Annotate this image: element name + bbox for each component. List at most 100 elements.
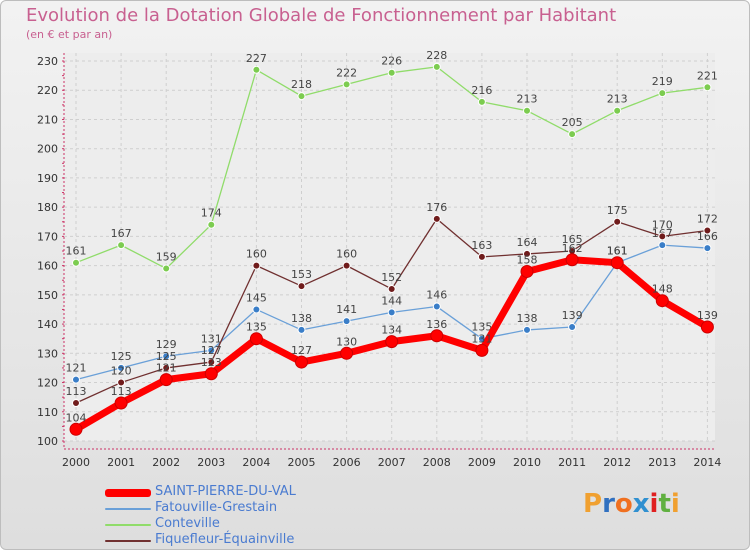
data-label-fatouville-grestain: 138 (291, 312, 312, 325)
data-label-fiquefleur-equainville: 120 (111, 365, 132, 378)
data-point-fiquefleur-equainville (523, 249, 531, 258)
data-point-fiquefleur-equainville (387, 285, 396, 293)
x-tick-label: 2004 (242, 456, 270, 469)
data-point-conteville (207, 220, 216, 229)
data-label-saint-pierre-du-val: 113 (111, 385, 132, 398)
data-label-fiquefleur-equainville: 165 (562, 233, 583, 246)
data-point-conteville (72, 258, 80, 267)
data-label-saint-pierre-du-val: 104 (66, 411, 87, 424)
data-label-saint-pierre-du-val: 139 (697, 309, 718, 322)
x-tick-label: 2014 (693, 456, 721, 469)
legend-swatch-fiquefleur-equainville (105, 540, 151, 542)
x-tick-label: 2000 (62, 456, 90, 469)
data-point-fatouville-grestain (297, 325, 306, 334)
data-label-fiquefleur-equainville: 170 (652, 218, 673, 231)
x-tick-label: 2010 (513, 456, 541, 469)
logo-letter: i (670, 489, 680, 519)
data-point-fiquefleur-equainville (432, 214, 441, 223)
data-point-conteville (568, 130, 577, 139)
data-label-fatouville-grestain: 131 (201, 332, 222, 345)
logo-letter: x (632, 489, 650, 519)
data-point-fatouville-grestain (658, 241, 667, 250)
data-point-fiquefleur-equainville (207, 358, 216, 367)
legend-swatch-saint-pierre-du-val (105, 489, 151, 497)
data-label-conteville: 222 (336, 66, 357, 79)
data-label-saint-pierre-du-val: 123 (201, 356, 222, 369)
data-label-saint-pierre-du-val: 127 (291, 344, 312, 357)
data-point-fiquefleur-equainville (342, 261, 351, 270)
data-point-fiquefleur-equainville (72, 399, 80, 407)
data-point-saint-pierre-du-val (69, 422, 83, 436)
legend-label-fiquefleur-equainville: Fiquefleur-Équainville (155, 532, 295, 547)
data-point-fatouville-grestain (523, 325, 531, 334)
data-point-fatouville-grestain (72, 375, 80, 384)
legend-swatch-fatouville-grestain (105, 508, 151, 510)
data-label-saint-pierre-du-val: 131 (471, 332, 492, 345)
data-label-fatouville-grestain: 146 (426, 289, 447, 302)
data-point-fiquefleur-equainville (117, 378, 126, 387)
data-label-conteville: 219 (652, 75, 673, 88)
data-label-fiquefleur-equainville: 127 (201, 344, 222, 357)
data-label-conteville: 213 (517, 93, 538, 106)
data-label-fatouville-grestain: 138 (517, 312, 538, 325)
data-label-fatouville-grestain: 139 (562, 309, 583, 322)
data-label-conteville: 167 (111, 227, 132, 240)
legend-label-saint-pierre-du-val: SAINT-PIERRE-DU-VAL (155, 484, 296, 499)
data-label-fiquefleur-equainville: 160 (336, 248, 357, 261)
y-tick-label: 180 (37, 201, 58, 214)
data-point-saint-pierre-du-val (204, 367, 218, 381)
y-tick-label: 120 (37, 377, 58, 390)
data-point-saint-pierre-du-val (700, 320, 714, 334)
x-tick-label: 2013 (648, 456, 676, 469)
data-point-fatouville-grestain (252, 305, 261, 314)
data-label-fatouville-grestain: 135 (471, 321, 492, 334)
y-tick-label: 200 (37, 143, 58, 156)
y-tick-label: 150 (37, 289, 58, 302)
data-label-conteville: 227 (246, 52, 267, 65)
data-label-saint-pierre-du-val: 161 (607, 245, 628, 258)
data-label-fiquefleur-equainville: 172 (697, 213, 718, 226)
data-point-conteville (477, 97, 486, 106)
data-point-fatouville-grestain (387, 308, 396, 317)
data-point-fatouville-grestain (432, 302, 441, 311)
x-tick-label: 2009 (468, 456, 496, 469)
data-label-conteville: 174 (201, 207, 222, 220)
y-tick-label: 110 (37, 406, 58, 419)
data-label-fatouville-grestain: 141 (336, 303, 357, 316)
x-tick-label: 2007 (378, 456, 406, 469)
y-tick-label: 230 (37, 55, 58, 68)
data-point-conteville (162, 264, 171, 273)
data-label-fiquefleur-equainville: 175 (607, 204, 628, 217)
data-label-saint-pierre-du-val: 121 (156, 362, 177, 375)
x-tick-label: 2001 (107, 456, 135, 469)
data-label-saint-pierre-du-val: 162 (562, 242, 583, 255)
data-point-conteville (523, 106, 531, 115)
data-point-fatouville-grestain (703, 244, 712, 253)
data-point-conteville (613, 106, 622, 115)
data-label-conteville: 228 (426, 49, 447, 62)
data-point-saint-pierre-du-val (520, 264, 534, 278)
data-point-fiquefleur-equainville (162, 363, 171, 372)
data-label-fiquefleur-equainville: 113 (66, 385, 87, 398)
data-label-conteville: 213 (607, 93, 628, 106)
data-point-conteville (703, 83, 712, 92)
data-point-conteville (432, 62, 441, 71)
data-point-conteville (658, 89, 667, 98)
legend-label-fatouville-grestain: Fatouville-Grestain (155, 500, 278, 515)
data-point-saint-pierre-du-val (475, 343, 489, 357)
y-tick-label: 160 (37, 260, 58, 273)
logo-letter: P (583, 489, 603, 519)
data-point-conteville (387, 68, 396, 77)
y-tick-label: 190 (37, 172, 58, 185)
data-label-fatouville-grestain: 144 (381, 294, 402, 307)
data-point-fatouville-grestain (342, 317, 351, 326)
y-tick-label: 170 (37, 230, 58, 243)
data-label-fiquefleur-equainville: 125 (156, 350, 177, 363)
data-point-fatouville-grestain (162, 352, 171, 361)
data-point-fatouville-grestain (117, 363, 126, 372)
data-point-conteville (342, 80, 351, 89)
x-tick-label: 2008 (423, 456, 451, 469)
data-label-conteville: 216 (471, 84, 492, 97)
data-point-saint-pierre-du-val (114, 396, 128, 410)
